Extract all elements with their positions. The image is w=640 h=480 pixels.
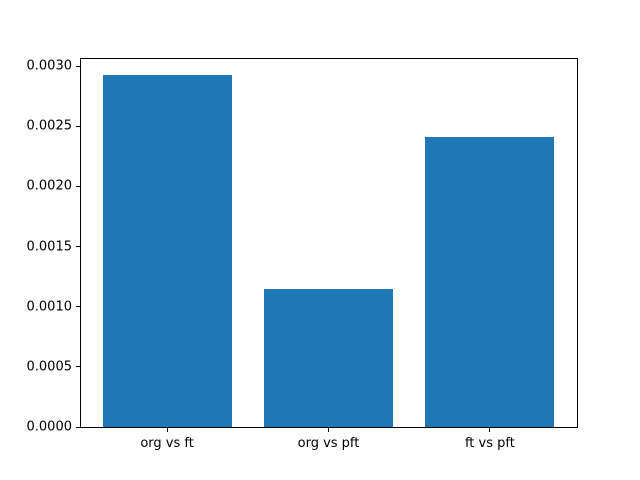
x-tick-mark bbox=[328, 428, 329, 432]
y-tick-mark bbox=[76, 185, 80, 187]
y-tick-mark bbox=[76, 65, 80, 67]
y-tick-label: 0.0020 bbox=[26, 178, 73, 194]
y-tick-mark bbox=[76, 125, 80, 127]
y-tick-mark bbox=[76, 426, 80, 428]
x-tick-label-ft-vs-pft: ft vs pft bbox=[464, 436, 515, 451]
x-tick-mark bbox=[166, 428, 168, 432]
bar-org-vs-ft bbox=[102, 74, 232, 427]
y-tick-label: 0.0030 bbox=[26, 58, 73, 74]
x-tick-mark bbox=[489, 428, 491, 432]
x-tick-label-org-vs-pft: org vs pft bbox=[297, 436, 360, 451]
y-tick-mark bbox=[76, 306, 80, 308]
bar-ft-vs-pft bbox=[425, 137, 555, 427]
bar-org-vs-pft bbox=[264, 288, 394, 427]
y-tick-label: 0.0000 bbox=[26, 419, 73, 435]
y-tick-mark bbox=[76, 366, 80, 368]
y-tick-label: 0.0010 bbox=[26, 299, 73, 315]
y-tick-label: 0.0015 bbox=[26, 239, 73, 254]
x-tick-label-org-vs-ft: org vs ft bbox=[140, 436, 194, 451]
y-tick-label: 0.0005 bbox=[26, 359, 73, 375]
y-tick-mark bbox=[76, 246, 80, 247]
y-tick-label: 0.0025 bbox=[26, 118, 73, 134]
